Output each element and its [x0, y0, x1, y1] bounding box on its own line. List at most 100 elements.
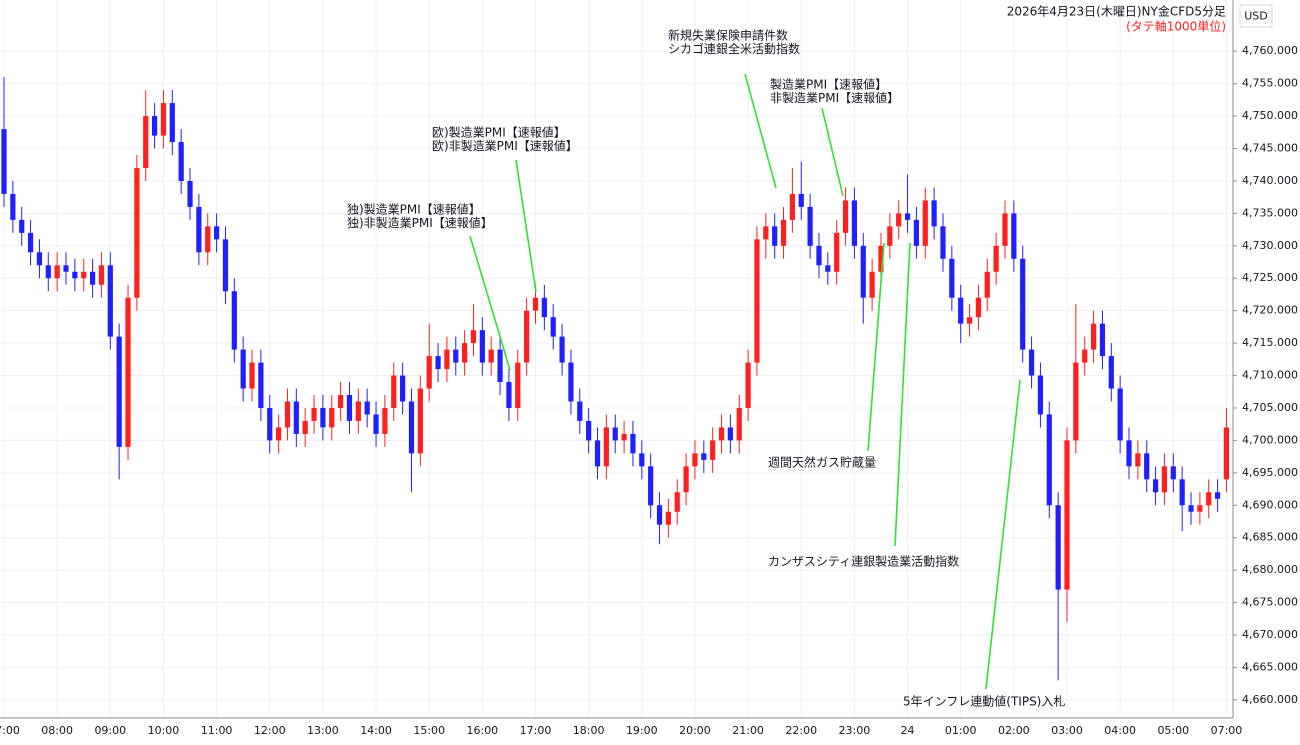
y-tick-label: 4,680.000 [1242, 563, 1298, 576]
x-tick-label: 16:00 [466, 724, 498, 737]
annotation-text: シカゴ連銀全米活動指数 [668, 41, 800, 56]
candle-body [727, 427, 733, 441]
candle-body [1046, 414, 1052, 506]
annotation-text: 新規失業保険申請件数 [668, 28, 788, 43]
candle-body [559, 336, 565, 363]
candle-body [710, 440, 716, 460]
candle-body [656, 505, 663, 525]
candle-body [931, 200, 937, 227]
candle-body [160, 103, 167, 136]
candle-body [1188, 505, 1194, 512]
candle-body [958, 297, 964, 324]
candle-body [1206, 492, 1212, 506]
x-tick-label: 07:00 [0, 724, 20, 737]
candle-body [267, 407, 273, 441]
candle-body [975, 297, 982, 318]
annotation-text: 5年インフレ連動値(TIPS)入札 [903, 694, 1065, 709]
candle-body [470, 330, 477, 344]
candle-body [1028, 349, 1035, 376]
candle-body [860, 245, 866, 298]
candle-body [940, 226, 946, 259]
x-tick-label: 11:00 [201, 724, 233, 737]
candle-body [674, 492, 680, 512]
candle-body [568, 362, 574, 402]
candle-body [355, 401, 361, 421]
candle-body [816, 245, 822, 266]
candle-body [45, 265, 51, 279]
annotation-line [894, 242, 911, 547]
candle-body [196, 206, 202, 253]
candle-body [320, 407, 326, 428]
candle-body [249, 362, 255, 389]
y-tick-label: 4,705.000 [1242, 401, 1298, 414]
x-tick-label: 03:00 [1051, 724, 1083, 737]
x-tick-label: 20:00 [679, 724, 711, 737]
candle-body [479, 330, 485, 363]
x-tick-label: 12:00 [254, 724, 286, 737]
candle-body [36, 252, 43, 266]
y-tick-label: 4,725.000 [1242, 271, 1298, 284]
y-tick-label: 4,760.000 [1242, 44, 1298, 57]
candle-body [904, 213, 911, 220]
annotation-text: 非製造業PMI【速報値】 [770, 90, 899, 105]
candle-body [1064, 440, 1070, 590]
x-tick-label: 10:00 [148, 724, 180, 737]
y-tick-label: 4,740.000 [1242, 174, 1298, 187]
candle-body [400, 375, 406, 402]
annotation-text: 欧)非製造業PMI【速報値】 [432, 138, 578, 153]
candle-body [311, 407, 317, 421]
x-tick-label: 24 [901, 724, 915, 737]
annotation-line [821, 107, 844, 197]
candle-body [825, 265, 831, 272]
x-tick-label: 15:00 [413, 724, 445, 737]
candle-body [878, 245, 884, 272]
candle-body [329, 407, 335, 428]
y-tick-label: 4,750.000 [1242, 109, 1298, 122]
candle-body [1, 129, 7, 194]
x-tick-label: 09:00 [94, 724, 126, 737]
candle-body [780, 219, 787, 246]
candle-body [143, 116, 149, 168]
candle-body [382, 407, 388, 434]
y-tick-label: 4,665.000 [1242, 660, 1298, 673]
candle-body [1152, 479, 1159, 493]
candle-body [745, 362, 751, 408]
y-tick-label: 4,755.000 [1242, 77, 1298, 90]
candle-body [1108, 356, 1114, 389]
x-tick-label: 04:00 [1104, 724, 1136, 737]
candle-body [1144, 453, 1150, 480]
x-tick-label: 22:00 [785, 724, 817, 737]
y-tick-label: 4,735.000 [1242, 206, 1298, 219]
candle-body [54, 265, 60, 279]
candle-body [718, 427, 725, 441]
candle-body [577, 401, 583, 421]
candle-body [346, 394, 353, 421]
candle-body [966, 317, 973, 324]
candle-body [1197, 505, 1203, 512]
candle-body [1170, 466, 1176, 480]
y-tick-label: 4,720.000 [1242, 304, 1298, 317]
candle-body [1020, 258, 1026, 350]
y-tick-label: 4,710.000 [1242, 369, 1298, 382]
candle-body [497, 349, 503, 383]
candle-body [612, 427, 618, 441]
x-tick-label: 21:00 [732, 724, 764, 737]
candle-body [1037, 375, 1044, 415]
candle-body [231, 291, 237, 350]
y-tick-label: 4,690.000 [1242, 498, 1298, 511]
annotation-text: 欧)製造業PMI【速報値】 [432, 125, 566, 140]
y-tick-label: 4,660.000 [1242, 693, 1298, 706]
x-tick-label: 07:00 [1211, 724, 1243, 737]
y-tick-label: 4,685.000 [1242, 531, 1298, 544]
candle-body [603, 427, 609, 467]
candle-body [205, 226, 211, 253]
candle-body [373, 414, 379, 434]
candle-body [72, 271, 78, 279]
candle-body [639, 453, 645, 467]
candle-body [63, 265, 69, 272]
candle-body [665, 511, 671, 525]
y-tick-label: 4,715.000 [1242, 336, 1298, 349]
candle-body [1090, 323, 1097, 350]
